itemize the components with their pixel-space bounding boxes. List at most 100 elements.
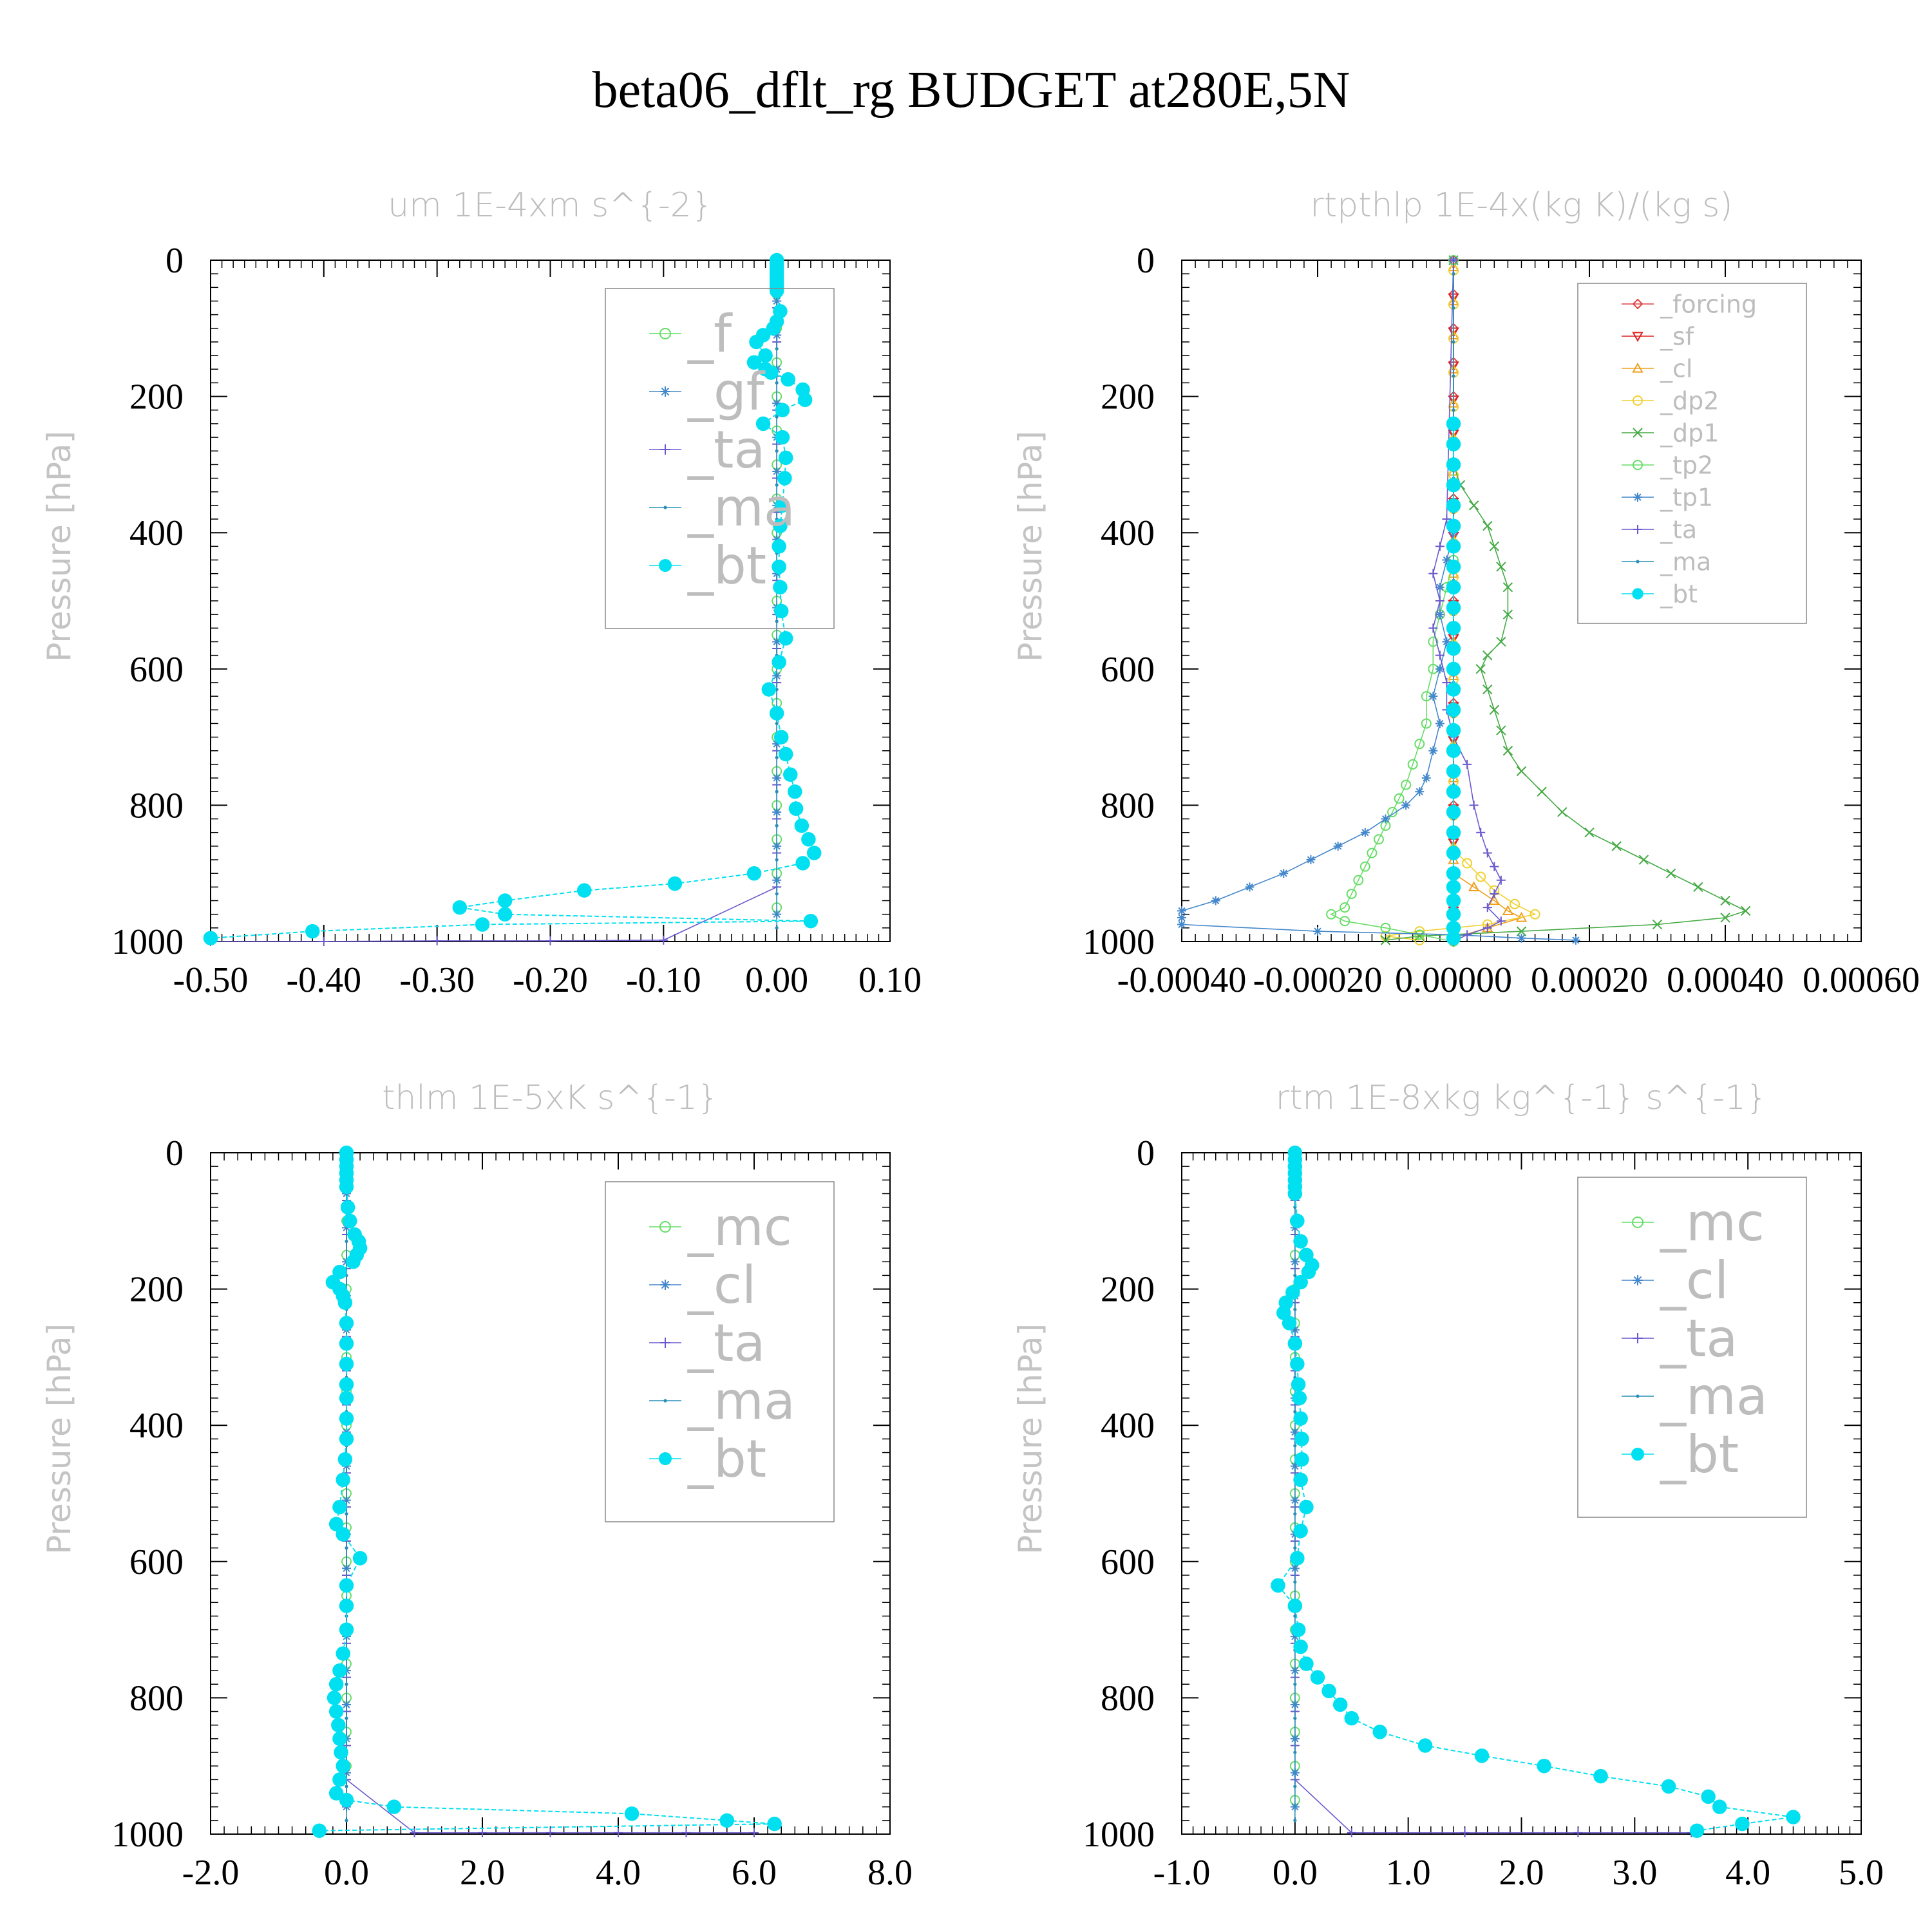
chart-panel-4: rtm 1E-8xkg kg^{-1} s^{-1} Pressure [hPa]… xyxy=(1012,1079,1884,1893)
data-point xyxy=(755,416,771,431)
data-point xyxy=(1332,1697,1348,1712)
data-point xyxy=(1291,1377,1306,1392)
legend-marker xyxy=(660,444,670,455)
data-point xyxy=(1294,1452,1309,1467)
legend-item-mc: _mc xyxy=(649,1197,792,1257)
y-tick-label: 0 xyxy=(166,241,184,281)
data-point xyxy=(1279,869,1289,878)
data-point xyxy=(1177,906,1186,916)
data-point xyxy=(778,746,793,762)
data-point xyxy=(777,471,792,486)
legend-marker xyxy=(1633,1333,1643,1343)
data-point xyxy=(1435,582,1444,592)
data-point xyxy=(1452,408,1455,412)
data-point xyxy=(1661,1779,1676,1794)
data-point xyxy=(1638,855,1649,865)
data-point xyxy=(773,730,789,744)
data-point xyxy=(775,483,779,487)
data-point xyxy=(545,936,555,945)
legend-item-cl: _cl xyxy=(1622,1251,1728,1311)
x-tick-label: 4.0 xyxy=(596,1853,641,1893)
data-point xyxy=(749,334,764,350)
data-point xyxy=(1446,784,1461,799)
data-point xyxy=(1291,1622,1306,1637)
data-point xyxy=(1442,515,1452,524)
data-point xyxy=(1502,609,1513,620)
data-point xyxy=(328,1704,344,1719)
data-point xyxy=(1401,779,1412,790)
data-point xyxy=(775,721,779,726)
legend-marker xyxy=(1632,298,1643,310)
data-point xyxy=(1496,916,1506,926)
data-point xyxy=(1299,1656,1314,1671)
x-tick-label: -0.00040 xyxy=(1117,960,1247,1000)
data-point xyxy=(772,559,786,574)
data-point xyxy=(775,620,779,623)
data-point xyxy=(1475,664,1486,674)
data-point xyxy=(1446,920,1461,936)
x-tick-label: -2.0 xyxy=(182,1853,240,1893)
legend-marker xyxy=(663,506,667,509)
data-point xyxy=(1293,1512,1297,1516)
legend-marker xyxy=(1633,525,1642,534)
data-point xyxy=(667,876,683,891)
data-point xyxy=(1442,555,1452,565)
y-axis: 0 200 400 600 800 1000 xyxy=(1083,1133,1861,1855)
data-point xyxy=(1435,596,1444,605)
data-point xyxy=(339,1316,354,1331)
data-point xyxy=(336,1758,350,1774)
data-point xyxy=(1482,923,1492,933)
x-tick-label: -1.0 xyxy=(1153,1853,1211,1893)
x-tick-label: 6.0 xyxy=(732,1853,777,1893)
data-point xyxy=(339,1356,354,1372)
data-point xyxy=(766,321,781,336)
x-tick-label: 1.0 xyxy=(1386,1853,1431,1893)
data-point xyxy=(332,1663,347,1678)
data-point xyxy=(1482,650,1493,661)
data-point xyxy=(769,706,784,721)
data-point xyxy=(1177,913,1186,922)
data-point xyxy=(339,1336,354,1351)
data-point xyxy=(339,1622,354,1637)
y-tick-label: 0 xyxy=(166,1133,184,1173)
data-point xyxy=(1446,539,1461,554)
legend-label: _ma xyxy=(1660,547,1711,576)
data-point xyxy=(775,858,779,862)
data-point xyxy=(1446,846,1461,860)
legend-item-bt: _bt xyxy=(1622,580,1698,608)
data-point xyxy=(346,1255,361,1269)
y-axis-label: Pressure [hPa] xyxy=(1012,1323,1049,1555)
data-point xyxy=(746,866,762,881)
legend-marker xyxy=(1632,588,1643,600)
data-point xyxy=(1516,766,1527,777)
data-point xyxy=(1449,256,1458,265)
legend-label: _sf xyxy=(1660,322,1695,350)
data-point xyxy=(1482,684,1493,695)
panel-title: thlm 1E-5xK s^{-1} xyxy=(382,1079,719,1117)
legend-item-bt: _bt xyxy=(649,536,766,596)
legend-item-ma: _ma xyxy=(649,478,795,538)
data-point xyxy=(339,1598,354,1613)
data-point xyxy=(758,348,773,363)
legend-box xyxy=(605,1181,835,1522)
x-tick-label: -0.50 xyxy=(173,960,249,1000)
y-tick-label: 400 xyxy=(1101,513,1155,553)
data-point xyxy=(1290,1551,1305,1566)
data-point xyxy=(1482,848,1492,858)
legend-item-cl: _cl xyxy=(649,1255,756,1315)
data-point xyxy=(806,846,822,860)
x-axis: -0.00040 -0.00020 0.00000 0.00020 0.00040 0.0… xyxy=(1117,260,1920,1000)
data-point xyxy=(352,1551,368,1566)
data-point xyxy=(773,518,788,533)
chart-panel-3: thlm 1E-5xK s^{-1} Pressure [hPa] -2.0 0.0 2… xyxy=(41,1079,913,1893)
x-tick-label: 0.00040 xyxy=(1667,960,1784,1000)
legend-item-tp2: _tp2 xyxy=(1622,451,1713,479)
data-point xyxy=(1446,893,1461,908)
data-point xyxy=(1446,764,1461,779)
y-tick-label: 800 xyxy=(1101,1678,1155,1718)
legend-marker xyxy=(1632,332,1643,343)
data-point xyxy=(1299,1499,1314,1515)
data-point xyxy=(1446,416,1461,431)
data-point xyxy=(1446,580,1461,595)
data-point xyxy=(345,1239,348,1244)
